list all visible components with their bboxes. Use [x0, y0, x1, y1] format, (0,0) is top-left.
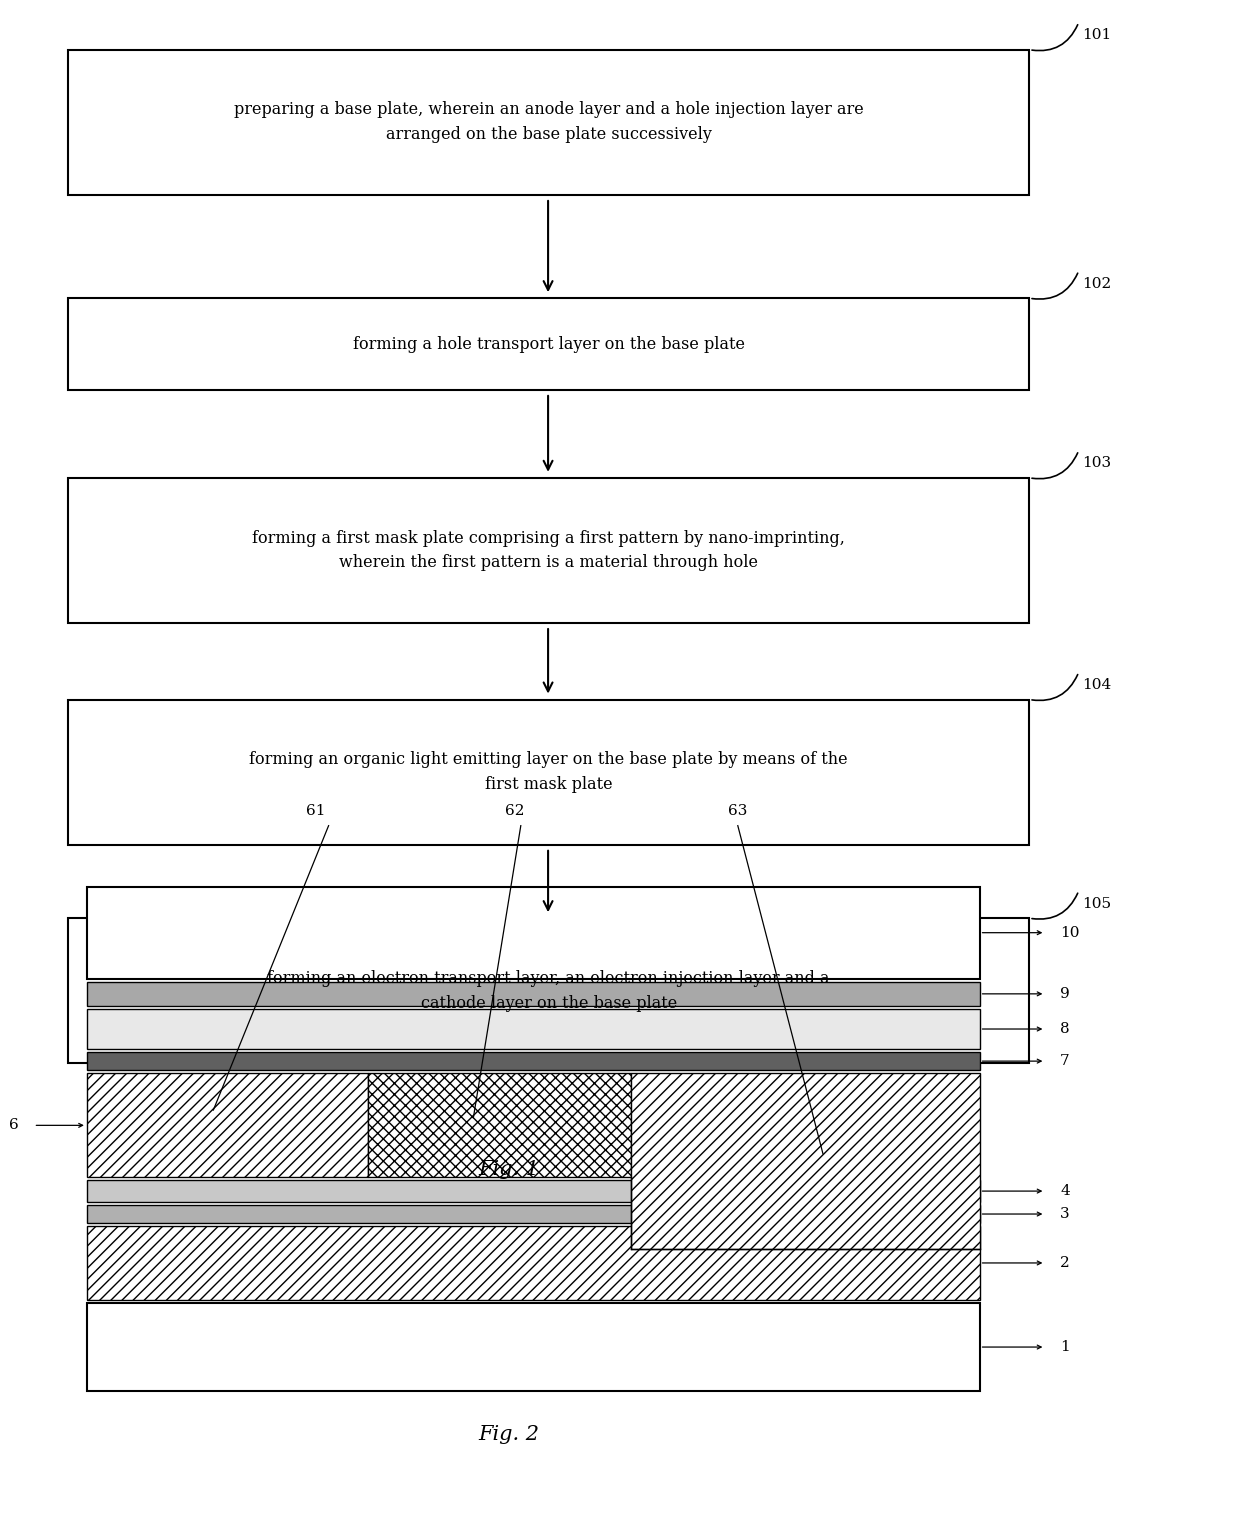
Text: 6: 6 — [9, 1118, 19, 1133]
Text: preparing a base plate, wherein an anode layer and a hole injection layer are
ar: preparing a base plate, wherein an anode… — [234, 101, 863, 144]
Text: 103: 103 — [1083, 456, 1111, 471]
Bar — [68, 917, 1029, 1064]
Text: 104: 104 — [1083, 677, 1112, 691]
Text: 3: 3 — [1060, 1206, 1070, 1222]
Bar — [87, 1226, 980, 1300]
Text: 9: 9 — [1060, 986, 1070, 1001]
Text: forming an organic light emitting layer on the base plate by means of the
first : forming an organic light emitting layer … — [249, 751, 848, 794]
Text: 7: 7 — [1060, 1053, 1070, 1069]
Text: 101: 101 — [1083, 28, 1112, 41]
Text: 4: 4 — [1060, 1183, 1070, 1199]
Text: forming an electron transport layer, an electron injection layer and a
cathode l: forming an electron transport layer, an … — [268, 969, 830, 1012]
Text: 61: 61 — [306, 804, 326, 818]
Bar — [68, 477, 1029, 624]
Text: 10: 10 — [1060, 925, 1080, 940]
Text: forming a first mask plate comprising a first pattern by nano-imprinting,
wherei: forming a first mask plate comprising a … — [252, 529, 846, 572]
Bar — [368, 1073, 631, 1177]
Text: 62: 62 — [505, 804, 525, 818]
Text: 2: 2 — [1060, 1255, 1070, 1271]
Bar — [68, 298, 1029, 390]
Bar — [68, 49, 1029, 194]
Text: Fig. 1: Fig. 1 — [477, 1161, 539, 1179]
Bar — [87, 1180, 980, 1202]
Text: Fig. 2: Fig. 2 — [477, 1425, 539, 1443]
Bar — [87, 1205, 980, 1223]
Text: forming a hole transport layer on the base plate: forming a hole transport layer on the ba… — [352, 335, 745, 353]
Bar — [68, 700, 1029, 844]
Bar — [87, 1303, 980, 1391]
Bar — [87, 1073, 368, 1177]
Bar — [87, 982, 980, 1006]
Bar — [87, 887, 980, 979]
Text: 105: 105 — [1083, 896, 1111, 910]
Text: 1: 1 — [1060, 1339, 1070, 1355]
Bar — [631, 1073, 980, 1249]
Text: 63: 63 — [728, 804, 748, 818]
Bar — [87, 1009, 980, 1049]
Bar — [87, 1052, 980, 1070]
Text: 8: 8 — [1060, 1021, 1070, 1037]
Text: 102: 102 — [1083, 277, 1112, 291]
